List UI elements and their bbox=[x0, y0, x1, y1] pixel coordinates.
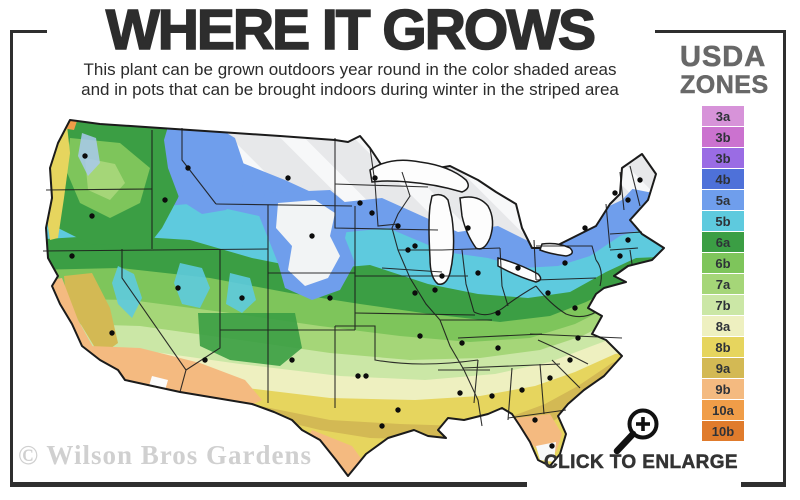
page-title: WHERE IT GROWS bbox=[105, 0, 597, 62]
zone-swatch-10b-15: 10b bbox=[702, 421, 744, 441]
zone-swatch-7a-8: 7a bbox=[702, 274, 744, 294]
zone-swatch-6a-6: 6a bbox=[702, 232, 744, 252]
frame-top-right-segment bbox=[655, 30, 786, 33]
usda-zones-legend: USDA ZONES 3a 3b 3b 4b 5a 5b 6a 6b 7a 7b 8a 8b 9a 9b 1… bbox=[680, 41, 769, 442]
state-borders bbox=[42, 128, 643, 427]
magnifier-plus-icon[interactable] bbox=[610, 403, 666, 459]
city-markers bbox=[69, 153, 643, 449]
frame-bottom-left-segment bbox=[10, 482, 527, 487]
usda-zone-map[interactable] bbox=[30, 108, 680, 480]
zone-color-scale: 3a 3b 3b 4b 5a 5b 6a 6b 7a 7b 8a 8b 9a 9b 10a 10b bbox=[680, 106, 766, 441]
frame-left-border bbox=[10, 30, 13, 487]
subtitle-line-1: This plant can be grown outdoors year ro… bbox=[83, 60, 617, 79]
zone-swatch-5b-5: 5b bbox=[702, 211, 744, 231]
watermark: © Wilson Bros Gardens bbox=[18, 440, 312, 470]
zone-swatch-9a-12: 9a bbox=[702, 358, 744, 378]
frame-bottom-right-segment bbox=[741, 482, 786, 487]
zone-swatch-6b-7: 6b bbox=[702, 253, 744, 273]
zone-swatch-8b-11: 8b bbox=[702, 337, 744, 357]
us-outline bbox=[45, 119, 665, 477]
zone-swatch-3b-2: 3b bbox=[702, 148, 744, 168]
subtitle: This plant can be grown outdoors year ro… bbox=[48, 60, 652, 100]
legend-heading-zones: ZONES bbox=[680, 71, 769, 99]
frame-right-border bbox=[783, 30, 786, 487]
zone-swatch-4b-3: 4b bbox=[702, 169, 744, 189]
zone-swatch-3b-1: 3b bbox=[702, 127, 744, 147]
legend-heading-usda: USDA bbox=[680, 41, 767, 73]
click-to-enlarge-button[interactable]: CLICK TO ENLARGE bbox=[544, 452, 738, 474]
subtitle-line-2: and in pots that can be brought indoors … bbox=[81, 80, 619, 99]
zone-swatch-8a-10: 8a bbox=[702, 316, 744, 336]
zone-swatch-3a-0: 3a bbox=[702, 106, 744, 126]
zone-swatch-5a-4: 5a bbox=[702, 190, 744, 210]
zone-swatch-9b-13: 9b bbox=[702, 379, 744, 399]
frame-top-left-segment bbox=[10, 30, 47, 33]
great-lakes bbox=[369, 159, 573, 286]
zone-swatch-10a-14: 10a bbox=[702, 400, 744, 420]
zone-swatch-7b-9: 7b bbox=[702, 295, 744, 315]
